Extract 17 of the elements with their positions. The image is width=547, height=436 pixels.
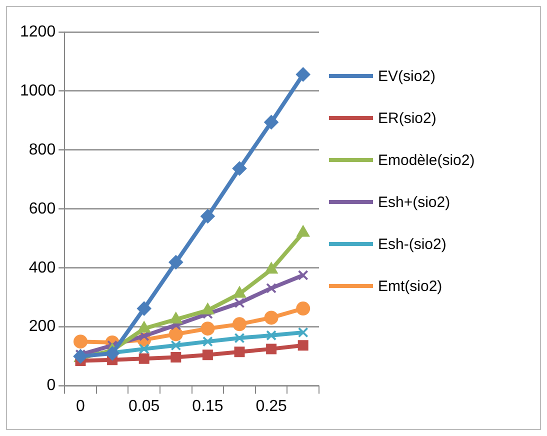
legend-label: Esh+(sio2) <box>378 194 450 210</box>
y-tick-label: 600 <box>28 200 56 218</box>
legend-label: Emodèle(sio2) <box>378 152 475 168</box>
x-tick-label: 0.25 <box>256 398 287 415</box>
y-tick-label: 0 <box>46 377 56 394</box>
y-tick-label: 400 <box>28 259 56 276</box>
legend-label: Emt(sio2) <box>378 278 442 294</box>
y-tick-label: 1200 <box>20 23 56 40</box>
legend-label: ER(sio2) <box>378 110 436 126</box>
legend-label: Esh-(sio2) <box>378 236 446 252</box>
y-tick-label: 200 <box>28 318 56 336</box>
x-tick-label: 0.15 <box>192 398 224 415</box>
legend-label: EV(sio2) <box>378 68 436 84</box>
x-tick-label: 0.05 <box>128 398 160 415</box>
x-tick-label: 0 <box>76 398 86 415</box>
y-tick-label: 1000 <box>20 82 56 100</box>
y-tick-label: 800 <box>28 141 56 158</box>
